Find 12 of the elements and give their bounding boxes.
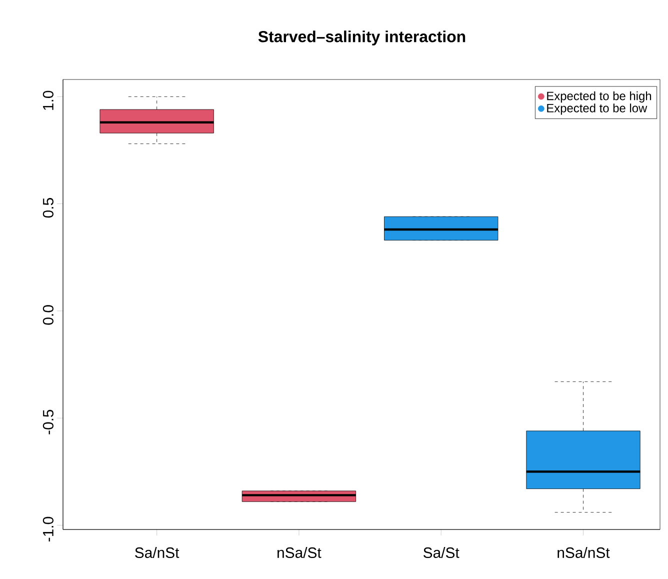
legend-label: Expected to be low (547, 104, 648, 115)
y-tick-label: 0.5 (42, 198, 54, 218)
x-tick-label: Sa/nSt (135, 547, 180, 558)
chart-title: Starved–salinity interaction (258, 30, 466, 46)
x-tick-label: nSa/St (278, 547, 322, 558)
y-tick-label: -0.5 (42, 410, 54, 434)
x-tick-label: Sa/St (424, 547, 460, 558)
y-tick-label: -1.0 (42, 516, 54, 542)
x-tick-label: nSa/nSt (558, 547, 610, 558)
y-tick-label: 1.0 (42, 90, 54, 110)
y-tick-label: 0.0 (42, 305, 54, 325)
legend-label: Expected to be high (547, 91, 652, 103)
